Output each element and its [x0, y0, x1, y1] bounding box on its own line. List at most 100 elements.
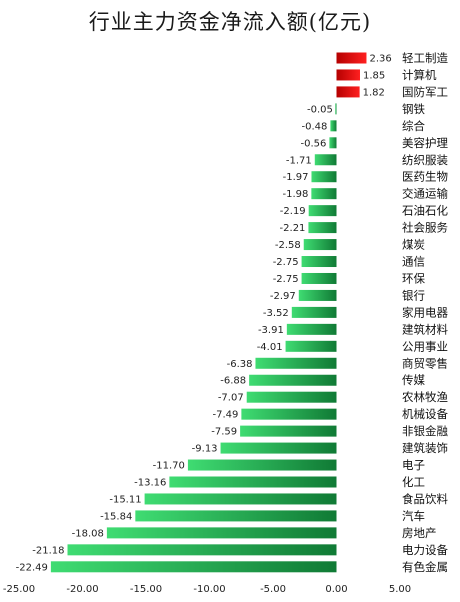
- category-label: 国防军工: [402, 85, 448, 99]
- x-tick-label: 0.00: [325, 584, 347, 595]
- bar-汽车: [135, 510, 337, 522]
- value-label: -1.98: [282, 189, 308, 200]
- bar-商贸零售: [255, 357, 337, 369]
- bar-综合: [330, 120, 337, 132]
- x-tick-label: -25.00: [3, 584, 35, 595]
- x-tick-label: -5.00: [260, 584, 286, 595]
- value-label: -0.48: [302, 121, 328, 132]
- value-label: -2.75: [273, 257, 299, 268]
- category-label: 食品饮料: [402, 492, 448, 506]
- category-label: 商贸零售: [402, 356, 448, 370]
- value-label: 1.82: [363, 87, 385, 98]
- value-label: -13.16: [134, 478, 166, 489]
- value-label: -2.97: [270, 291, 296, 302]
- category-label: 轻工制造: [402, 51, 448, 65]
- value-label: -15.84: [100, 511, 132, 522]
- value-label: -18.08: [72, 528, 104, 539]
- category-label: 银行: [402, 288, 425, 302]
- category-label: 煤炭: [402, 238, 425, 252]
- category-labels-group: 轻工制造计算机国防军工钢铁综合美容护理纺织服装医药生物交通运输石油石化社会服务煤…: [402, 51, 448, 574]
- bar-纺织服装: [314, 154, 337, 166]
- value-label: -2.75: [273, 274, 299, 285]
- category-label: 综合: [402, 119, 425, 133]
- category-label: 非银金融: [402, 424, 448, 438]
- x-tick-label: -20.00: [66, 584, 98, 595]
- category-label: 有色金属: [402, 560, 448, 574]
- bar-环保: [301, 272, 337, 284]
- bar-美容护理: [329, 137, 337, 149]
- bar-传媒: [249, 374, 337, 386]
- x-tick-label: -15.00: [130, 584, 162, 595]
- category-label: 交通运输: [402, 187, 448, 201]
- category-label: 建筑材料: [402, 322, 448, 336]
- value-label: -2.19: [280, 206, 306, 217]
- bar-钢铁: [335, 103, 337, 115]
- bar-建筑材料: [286, 323, 337, 335]
- category-label: 公用事业: [402, 339, 448, 353]
- bar-通信: [301, 256, 337, 268]
- category-label: 农林牧渔: [402, 390, 448, 404]
- value-label: -7.49: [213, 410, 239, 421]
- value-label: -9.13: [192, 444, 218, 455]
- bar-银行: [298, 289, 337, 301]
- value-label: -3.91: [258, 325, 284, 336]
- bar-建筑装饰: [220, 442, 337, 454]
- category-label: 医药生物: [402, 170, 448, 184]
- bar-家用电器: [291, 306, 337, 318]
- bar-房地产: [106, 527, 337, 539]
- bar-电力设备: [67, 544, 337, 556]
- bar-轻工制造: [336, 52, 367, 64]
- bar-公用事业: [285, 340, 337, 352]
- category-label: 石油石化: [402, 204, 448, 218]
- category-label: 家用电器: [402, 305, 448, 319]
- value-label: -4.01: [257, 342, 283, 353]
- bar-农林牧渔: [246, 391, 337, 403]
- bar-计算机: [336, 69, 360, 81]
- value-label: -7.07: [218, 393, 244, 404]
- value-label: -6.88: [220, 376, 246, 387]
- category-label: 计算机: [402, 68, 437, 82]
- x-tick-label: -10.00: [193, 584, 225, 595]
- category-label: 通信: [402, 255, 425, 269]
- bar-非银金融: [240, 425, 337, 437]
- category-label: 汽车: [402, 509, 425, 523]
- bar-机械设备: [241, 408, 337, 420]
- category-label: 化工: [402, 475, 425, 489]
- bar-化工: [169, 476, 337, 488]
- bar-石油石化: [308, 205, 337, 217]
- category-label: 环保: [402, 271, 425, 285]
- x-tick-label: 5.00: [389, 584, 411, 595]
- value-label: -6.38: [227, 359, 253, 370]
- bar-交通运输: [311, 188, 337, 200]
- bars-group: [50, 52, 367, 573]
- value-label: -2.21: [280, 223, 306, 234]
- bar-社会服务: [308, 222, 337, 234]
- value-label: -22.49: [16, 562, 48, 573]
- value-label: -1.71: [286, 155, 312, 166]
- category-label: 纺织服装: [402, 153, 448, 167]
- value-label: -0.56: [301, 138, 327, 149]
- category-label: 社会服务: [402, 221, 448, 235]
- category-label: 传媒: [402, 373, 425, 387]
- bar-煤炭: [303, 239, 337, 251]
- category-label: 电子: [402, 458, 425, 472]
- value-label: 1.85: [363, 70, 385, 81]
- value-labels-group: 2.36 1.85 1.82 -0.05 -0.48 -0.56 -1.71 -1.97 -1.…: [16, 54, 392, 574]
- x-axis: -25.00 -20.00 -15.00 -10.00 -5.00 0.00 5.00: [3, 584, 411, 595]
- value-label: -0.05: [307, 104, 333, 115]
- value-label: -3.52: [263, 308, 289, 319]
- value-label: -15.11: [109, 494, 141, 505]
- category-label: 房地产: [402, 526, 437, 540]
- value-label: -21.18: [32, 545, 64, 556]
- bar-医药生物: [311, 171, 337, 183]
- category-label: 建筑装饰: [402, 441, 448, 455]
- value-label: -2.58: [275, 240, 301, 251]
- bar-食品饮料: [144, 493, 337, 505]
- bar-有色金属: [50, 561, 337, 573]
- value-label: 2.36: [369, 54, 391, 65]
- bar-电子: [187, 459, 337, 471]
- bar-国防军工: [336, 86, 360, 98]
- category-label: 机械设备: [402, 407, 448, 421]
